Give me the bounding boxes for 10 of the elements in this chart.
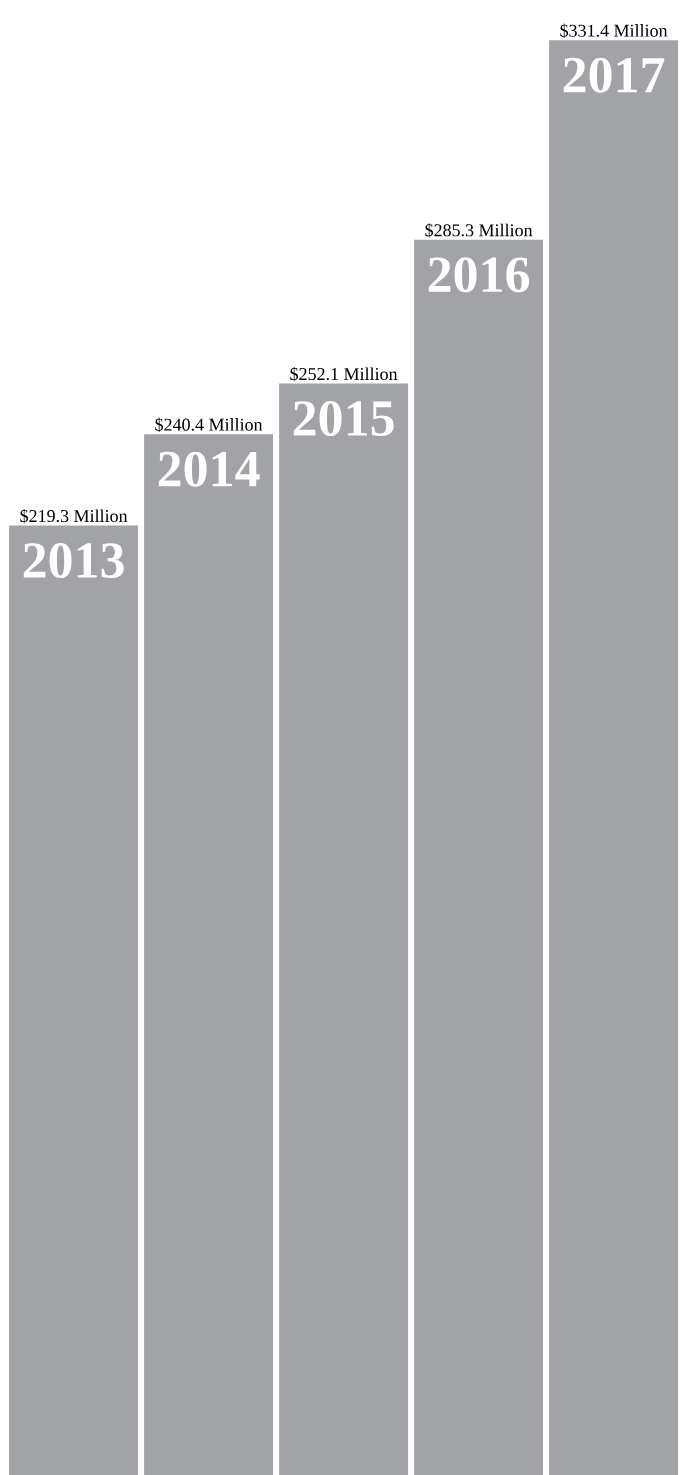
x-tick-label: 2017 <box>563 57 665 93</box>
x-tick-label: 2015 <box>293 401 394 437</box>
x-tick-label: 2013 <box>23 543 124 579</box>
data-label: $285.3 Million <box>425 223 533 238</box>
data-label: $331.4 Million <box>560 23 668 38</box>
x-tick-label: 2016 <box>428 257 530 293</box>
x-tick-label: 2014 <box>158 451 260 487</box>
data-label: $252.1 Million <box>290 366 398 382</box>
data-label: $240.4 Million <box>155 417 263 432</box>
data-label: $219.3 Million <box>20 508 128 524</box>
